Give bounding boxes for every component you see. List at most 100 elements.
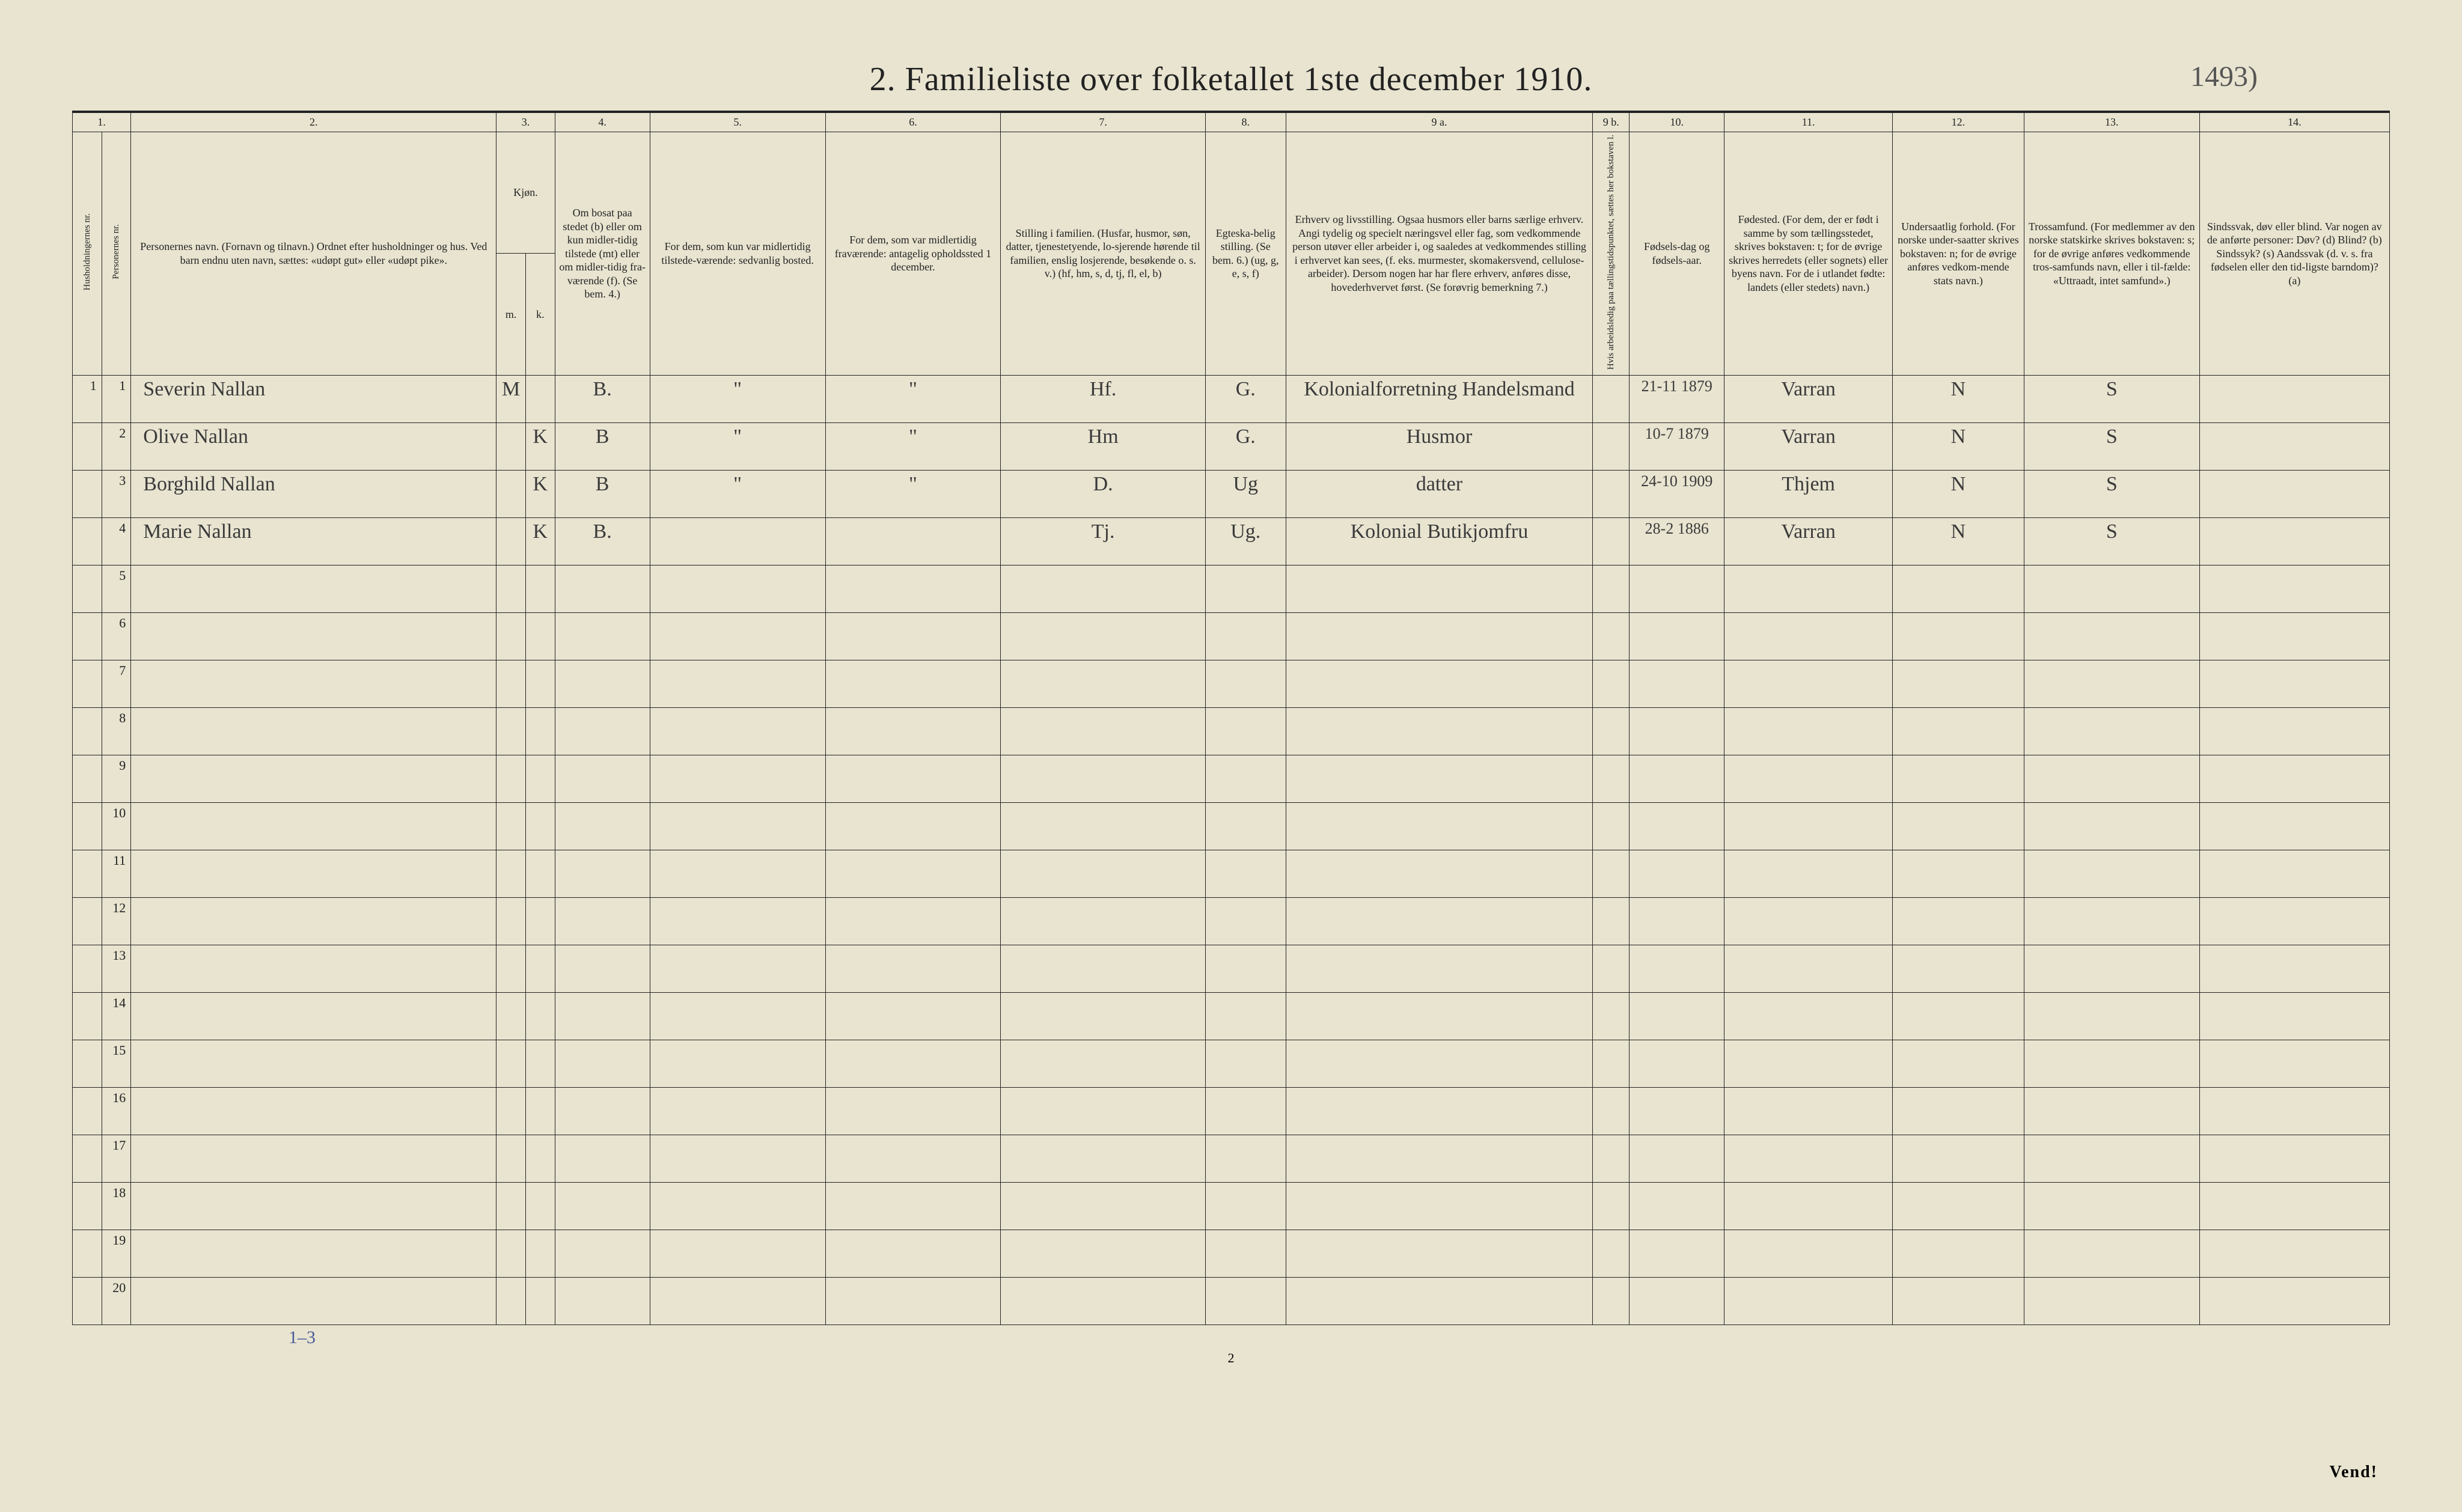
cell-religion — [2024, 993, 2199, 1040]
person-nr: 17 — [102, 1135, 131, 1183]
cell-6 — [825, 898, 1001, 945]
cell-nationality — [1892, 993, 2024, 1040]
household-nr — [73, 1230, 102, 1278]
cell-marital: G. — [1205, 376, 1286, 423]
col-header-14: Sindssvak, døv eller blind. Var nogen av… — [2199, 132, 2389, 376]
cell-nationality — [1892, 1040, 2024, 1088]
cell-5 — [650, 1230, 825, 1278]
person-nr: 9 — [102, 755, 131, 803]
header-row-main: Husholdningernes nr. Personernes nr. Per… — [73, 132, 2390, 254]
cell-birthplace — [1724, 850, 1893, 898]
table-row: 6 — [73, 613, 2390, 660]
cell-occupation — [1286, 945, 1593, 993]
table-row: 19 — [73, 1230, 2390, 1278]
cell-occupation — [1286, 803, 1593, 850]
cell-nationality: N — [1892, 518, 2024, 565]
cell-dob — [1630, 898, 1724, 945]
household-nr — [73, 660, 102, 708]
cell-nationality — [1892, 945, 2024, 993]
table-row: 11 — [73, 850, 2390, 898]
cell-unemployed — [1593, 376, 1630, 423]
household-nr — [73, 613, 102, 660]
cell-birthplace — [1724, 708, 1893, 755]
cell-residence — [555, 898, 650, 945]
cell-dob — [1630, 803, 1724, 850]
cell-sex-k: K — [525, 423, 555, 471]
cell-birthplace — [1724, 945, 1893, 993]
cell-5 — [650, 613, 825, 660]
cell-unemployed — [1593, 565, 1630, 613]
household-nr — [73, 565, 102, 613]
col-header-residence: Om bosat paa stedet (b) eller om kun mid… — [555, 132, 650, 376]
cell-name: Severin Nallan — [131, 376, 496, 423]
cell-5 — [650, 1040, 825, 1088]
cell-religion — [2024, 660, 2199, 708]
cell-nationality — [1892, 565, 2024, 613]
cell-nationality: N — [1892, 423, 2024, 471]
col-header-5: For dem, som kun var midlertidig tilsted… — [650, 132, 825, 376]
cell-disability — [2199, 1040, 2389, 1088]
cell-religion: S — [2024, 376, 2199, 423]
household-nr — [73, 850, 102, 898]
cell-marital: G. — [1205, 423, 1286, 471]
cell-unemployed — [1593, 613, 1630, 660]
cell-marital — [1205, 613, 1286, 660]
cell-sex-k — [525, 993, 555, 1040]
cell-disability — [2199, 660, 2389, 708]
cell-nationality — [1892, 1230, 2024, 1278]
cell-6: " — [825, 376, 1001, 423]
cell-unemployed — [1593, 993, 1630, 1040]
col-header-13: Trossamfund. (For medlemmer av den norsk… — [2024, 132, 2199, 376]
cell-name: Olive Nallan — [131, 423, 496, 471]
cell-unemployed — [1593, 1183, 1630, 1230]
cell-residence — [555, 993, 650, 1040]
cell-name — [131, 993, 496, 1040]
table-body: 11Severin NallanMB.""Hf.G.Kolonialforret… — [73, 376, 2390, 1325]
table-row: 8 — [73, 708, 2390, 755]
cell-5 — [650, 660, 825, 708]
cell-disability — [2199, 613, 2389, 660]
cell-name — [131, 1088, 496, 1135]
person-nr: 5 — [102, 565, 131, 613]
cell-unemployed — [1593, 803, 1630, 850]
cell-disability — [2199, 1278, 2389, 1325]
colnum: 5. — [650, 113, 825, 132]
cell-name — [131, 898, 496, 945]
cell-sex-k: K — [525, 471, 555, 518]
cell-dob: 21-11 1879 — [1630, 376, 1724, 423]
cell-sex-m — [496, 518, 526, 565]
page-title: 2. Familieliste over folketallet 1ste de… — [870, 60, 1593, 99]
cell-marital — [1205, 993, 1286, 1040]
person-nr: 16 — [102, 1088, 131, 1135]
cell-6 — [825, 803, 1001, 850]
cell-5 — [650, 1183, 825, 1230]
cell-6 — [825, 1088, 1001, 1135]
cell-religion — [2024, 898, 2199, 945]
cell-sex-m — [496, 1088, 526, 1135]
cell-occupation — [1286, 1088, 1593, 1135]
cell-5 — [650, 1135, 825, 1183]
cell-dob — [1630, 1183, 1724, 1230]
cell-residence — [555, 1135, 650, 1183]
cell-religion — [2024, 565, 2199, 613]
cell-sex-m — [496, 613, 526, 660]
cell-disability — [2199, 850, 2389, 898]
cell-birthplace — [1724, 1135, 1893, 1183]
cell-name — [131, 1278, 496, 1325]
household-nr — [73, 1040, 102, 1088]
cell-unemployed — [1593, 708, 1630, 755]
cell-5 — [650, 755, 825, 803]
col-header-10: Fødsels-dag og fødsels-aar. — [1630, 132, 1724, 376]
cell-religion — [2024, 755, 2199, 803]
cell-religion — [2024, 1088, 2199, 1135]
cell-occupation — [1286, 1183, 1593, 1230]
cell-birthplace — [1724, 1230, 1893, 1278]
cell-nationality — [1892, 613, 2024, 660]
cell-6 — [825, 1040, 1001, 1088]
cell-dob — [1630, 993, 1724, 1040]
cell-marital — [1205, 565, 1286, 613]
colnum: 2. — [131, 113, 496, 132]
cell-residence: B. — [555, 376, 650, 423]
person-nr: 6 — [102, 613, 131, 660]
person-nr: 10 — [102, 803, 131, 850]
